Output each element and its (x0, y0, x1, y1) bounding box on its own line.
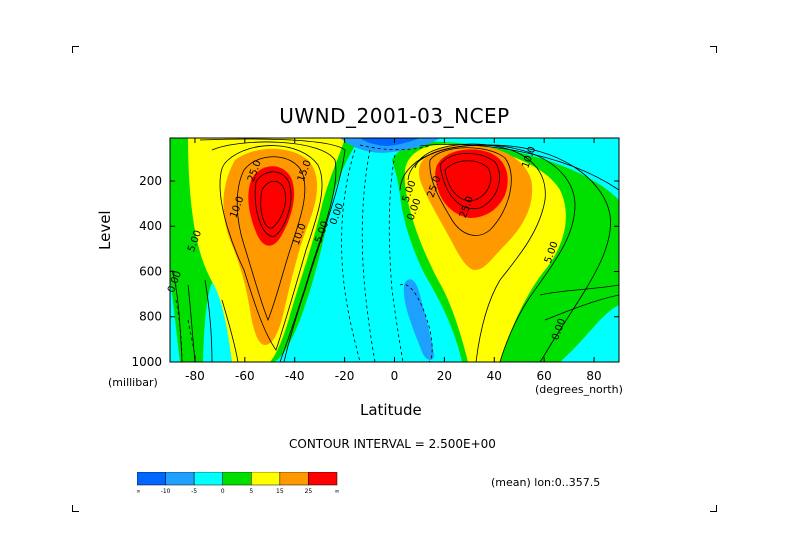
region-blue-tropics (403, 279, 434, 360)
colorbar: -∞ -10 -5 0 5 15 25 ∞ (137, 472, 340, 495)
colorbar-level-label: 5 (249, 488, 253, 495)
colorbar-level-label: -∞ (137, 488, 141, 495)
colorbar-swatch (193, 472, 223, 486)
x-tick-label: -20 (335, 369, 355, 383)
corner-mark-bottom-left (72, 505, 79, 512)
colorbar-swatch (165, 472, 195, 486)
y-tick-label: 1000 (131, 355, 162, 369)
colorbar-swatch (279, 472, 309, 486)
y-tick-label: 600 (139, 264, 162, 278)
contour-interval-text: CONTOUR INTERVAL = 2.500E+00 (289, 437, 496, 451)
y-tick-label: 800 (139, 310, 162, 324)
x-tick-label: 20 (437, 369, 452, 383)
longitude-note: (mean) lon:0..357.5 (491, 476, 601, 489)
contour-lines (171, 138, 619, 362)
colorbar-level-label: 25 (305, 488, 313, 495)
x-tick-label: -60 (235, 369, 255, 383)
x-tick-label: 80 (586, 369, 601, 383)
x-axis-label: Latitude (360, 401, 422, 419)
region-red-north (435, 149, 508, 218)
colorbar-swatch (222, 472, 252, 486)
x-tick-label: 0 (391, 369, 399, 383)
colorbar-swatch (137, 472, 166, 486)
colorbar-swatch (251, 472, 281, 486)
corner-mark-top-left (72, 46, 79, 53)
x-axis-units: (degrees_north) (535, 383, 623, 396)
axis-ticks: -80 -60 -40 -20 0 20 40 60 80 200 400 600 800 1000 (131, 138, 619, 383)
corner-mark-bottom-right (710, 505, 717, 512)
colorbar-swatch (308, 472, 338, 486)
negative-contours (175, 144, 433, 362)
y-axis-label: Level (96, 210, 114, 250)
region-deepblue-strato (360, 138, 420, 146)
corner-mark-top-right (710, 46, 717, 53)
x-tick-label: 60 (537, 369, 552, 383)
x-tick-label: -80 (185, 369, 205, 383)
y-tick-label: 200 (139, 174, 162, 188)
chart-title: UWND_2001-03_NCEP (279, 104, 510, 128)
colorbar-level-label: -10 (161, 488, 171, 495)
colorbar-level-label: ∞ (335, 488, 340, 495)
filled-contours (170, 138, 619, 362)
y-axis-units: (millibar) (108, 376, 158, 389)
y-tick-label: 400 (139, 219, 162, 233)
x-tick-label: 40 (487, 369, 502, 383)
colorbar-level-label: 15 (276, 488, 284, 495)
x-tick-label: -40 (285, 369, 305, 383)
colorbar-level-label: 0 (221, 488, 225, 495)
colorbar-level-label: -5 (191, 488, 197, 495)
